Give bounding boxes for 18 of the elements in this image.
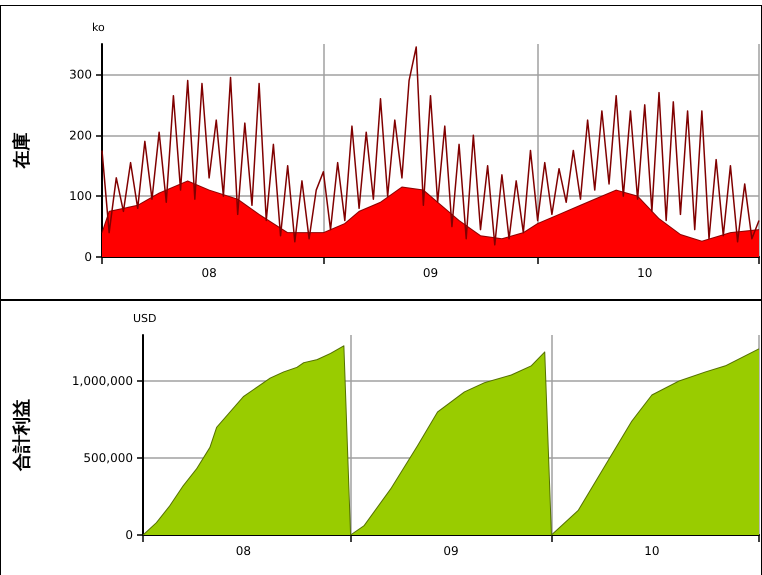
y-axis-title: 合計利益	[12, 399, 32, 472]
text: USD	[132, 312, 157, 325]
x-tick-label: 09	[443, 544, 459, 558]
y-tick-label: 0	[125, 528, 133, 542]
y-axis-title: 在庫	[12, 132, 32, 170]
x-tick-label: 08	[236, 544, 252, 558]
y-tick-label: 300	[69, 67, 92, 82]
y-tick-label: 1,000,000	[72, 374, 133, 388]
y-tick-label: 500,000	[83, 451, 133, 466]
y-tick-label: 100	[69, 189, 92, 204]
text: ko	[92, 21, 105, 34]
x-tick-label: 09	[422, 266, 438, 280]
line-series	[101, 46, 760, 246]
x-tick-label: 10	[637, 266, 652, 280]
y-tick-label: 0	[84, 250, 92, 264]
x-tick-label: 10	[644, 544, 660, 558]
x-tick-label: 08	[201, 266, 217, 280]
y-tick-label: 200	[69, 128, 92, 142]
